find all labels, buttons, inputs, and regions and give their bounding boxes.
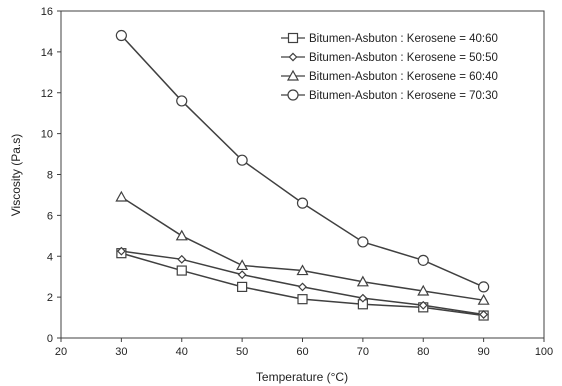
x-tick-label: 50 (236, 346, 248, 358)
series-4-point (417, 254, 429, 266)
y-tick-label: 6 (47, 210, 53, 222)
y-axis-title: Viscosity (Pa.s) (9, 134, 23, 216)
series-3-point (356, 275, 369, 287)
series-1-point (237, 281, 248, 293)
axis-ticks: 20 30 40 50 60 70 80 90 100 0 2 4 6 8 10 12 14 16 (41, 6, 553, 358)
x-tick-label: 90 (478, 346, 490, 358)
series-2-point (418, 300, 428, 310)
y-tick-label: 8 (47, 170, 53, 182)
series-3-point (115, 190, 128, 202)
legend: Bitumen-Asbuton : Kerosene = 40:60 Bitume… (281, 32, 498, 102)
series-3-point (417, 284, 430, 296)
series-4-point (357, 236, 369, 248)
series-3-point (175, 229, 188, 241)
series-2-point (237, 270, 247, 280)
series-3-point (236, 259, 249, 271)
y-tick-label: 12 (41, 88, 53, 100)
x-axis-title: Temperature (°C) (256, 370, 348, 384)
x-tick-label: 100 (535, 346, 553, 358)
series-2-point (177, 254, 187, 264)
x-tick-label: 30 (115, 346, 127, 358)
legend-label: Bitumen-Asbuton : Kerosene = 50:50 (309, 52, 498, 64)
legend-marker (286, 69, 300, 81)
y-tick-label: 0 (47, 333, 53, 345)
series-markers (115, 29, 490, 321)
legend-label: Bitumen-Asbuton : Kerosene = 60:40 (309, 71, 498, 83)
series-4-point (176, 95, 188, 107)
x-tick-label: 70 (357, 346, 369, 358)
y-tick-label: 10 (41, 129, 53, 141)
y-tick-label: 16 (41, 6, 53, 18)
series-4-point (296, 197, 309, 209)
legend-label: Bitumen-Asbuton : Kerosene = 40:60 (309, 33, 498, 45)
series-1-point (297, 294, 308, 305)
legend-marker (288, 52, 298, 62)
series-3-point (296, 264, 309, 276)
series-4-point (478, 281, 490, 293)
legend-marker (287, 32, 299, 44)
legend-marker (287, 89, 299, 101)
series-4-point (236, 154, 248, 166)
x-tick-label: 40 (176, 346, 188, 358)
x-tick-label: 60 (296, 346, 308, 358)
y-tick-label: 14 (41, 47, 53, 59)
legend-label: Bitumen-Asbuton : Kerosene = 70:30 (309, 90, 498, 102)
series-2-point (479, 310, 489, 319)
series-2-point (358, 293, 368, 303)
y-tick-label: 2 (47, 292, 53, 304)
series-2-point (116, 246, 126, 256)
x-tick-label: 20 (55, 346, 67, 358)
series-1-point (176, 265, 187, 276)
series-3-point (477, 293, 490, 305)
y-tick-label: 4 (47, 251, 53, 263)
x-tick-label: 80 (417, 346, 429, 358)
series-4-point (115, 29, 127, 42)
series-2-point (298, 282, 307, 292)
